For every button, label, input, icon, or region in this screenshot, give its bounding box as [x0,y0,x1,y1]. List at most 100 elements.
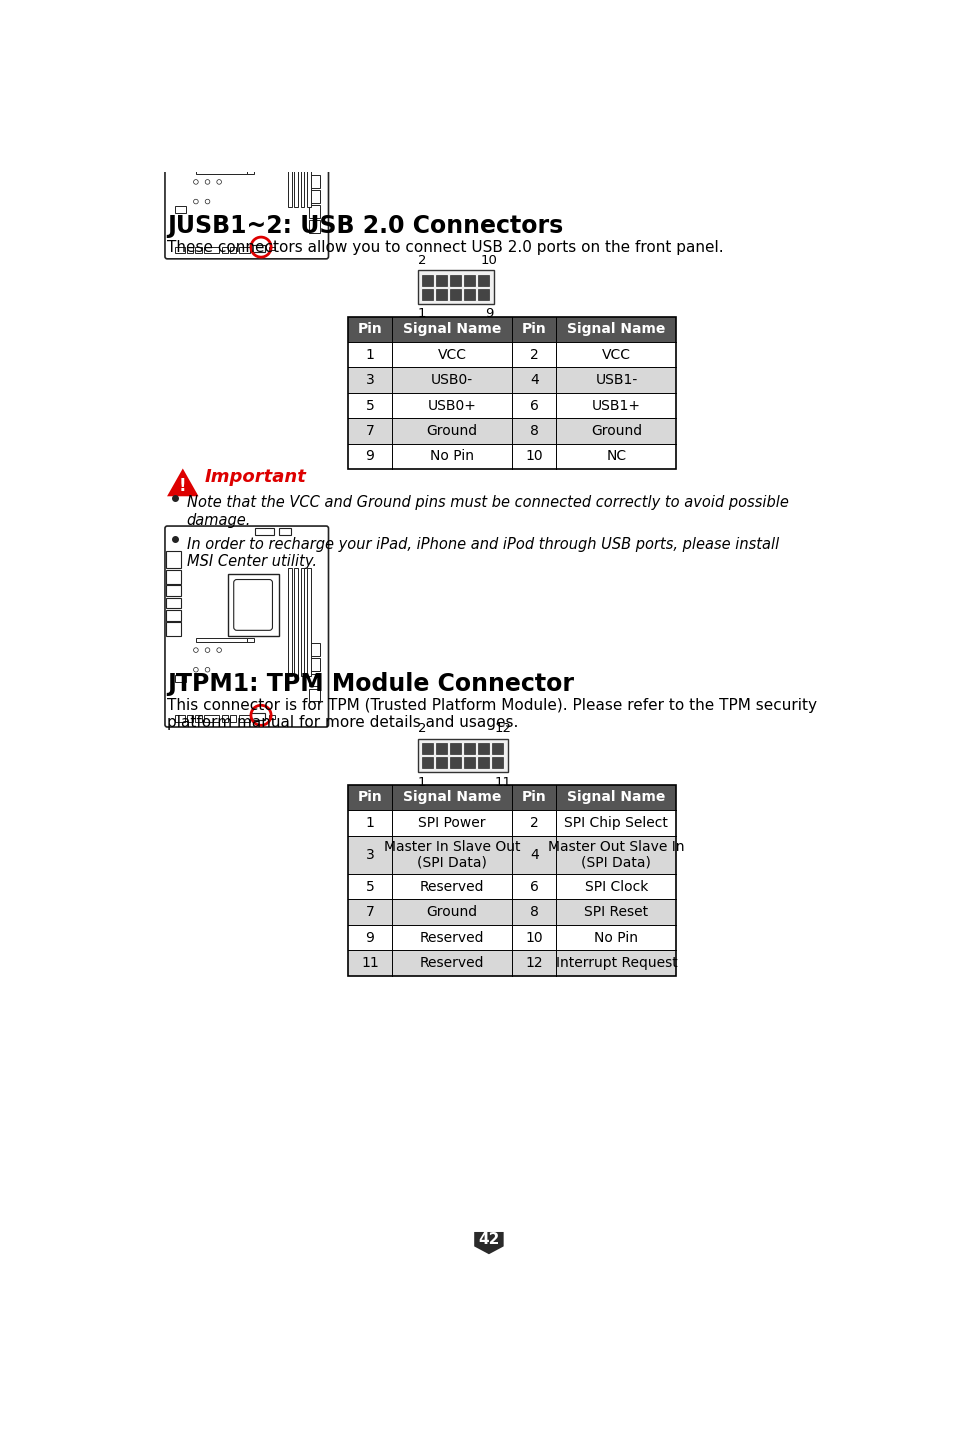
Bar [556,874,676,899]
Bar [187,246,193,253]
Text: No Pin: No Pin [430,450,474,464]
Text: Important: Important [204,468,306,487]
Bar [556,418,676,444]
Text: USB0+: USB0+ [427,398,476,412]
Bar [175,674,186,682]
Bar [278,60,291,66]
Bar [309,205,319,218]
Bar [556,785,676,811]
Text: Signal Name: Signal Name [567,322,665,337]
Bar [392,316,512,342]
Bar [166,570,181,584]
Bar [348,836,392,874]
Bar [464,743,475,755]
Text: SPI Power: SPI Power [418,816,485,831]
Bar [556,811,676,836]
Bar [512,418,556,444]
Text: !: ! [179,477,187,495]
Bar [512,368,556,392]
Text: Note that the VCC and Ground pins must be connected correctly to avoid possible
: Note that the VCC and Ground pins must b… [187,495,788,527]
Text: Master In Slave Out
(SPI Data): Master In Slave Out (SPI Data) [383,839,519,869]
Bar [250,713,265,720]
Text: 9: 9 [365,450,374,464]
Bar [512,836,556,874]
Bar [166,597,181,609]
Bar [556,368,676,392]
Text: 10: 10 [525,931,542,945]
Text: 2: 2 [529,816,538,831]
Bar [250,245,265,252]
Bar [195,637,247,642]
Bar [477,289,488,299]
Text: VCC: VCC [601,348,630,362]
Bar [221,715,228,722]
Bar [348,418,392,444]
Text: 12: 12 [494,723,511,736]
Bar [309,190,319,203]
Circle shape [193,199,198,203]
Bar [348,368,392,392]
Text: 2: 2 [417,723,426,736]
Text: Reserved: Reserved [419,879,484,894]
Bar [392,392,512,418]
Text: Reserved: Reserved [419,931,484,945]
FancyBboxPatch shape [165,57,328,259]
Bar [288,567,292,676]
Bar [348,951,392,975]
Bar [278,528,291,534]
Bar [436,758,447,768]
Bar [492,743,502,755]
Bar [392,899,512,925]
Bar [450,758,460,768]
Text: Pin: Pin [521,790,546,805]
Bar [512,316,556,342]
Text: SPI Reset: SPI Reset [584,905,648,919]
Bar [166,551,181,569]
Text: USB1-: USB1- [595,374,637,387]
Bar [422,758,433,768]
Bar [392,418,512,444]
Bar [166,623,181,636]
Circle shape [193,179,198,185]
Text: VCC: VCC [437,348,466,362]
Bar [348,785,392,811]
Bar [254,528,274,534]
Bar [477,275,488,286]
Circle shape [216,647,221,653]
Bar [392,785,512,811]
Text: 7: 7 [365,905,374,919]
Text: 1: 1 [365,348,374,362]
Bar [195,715,201,722]
Bar [512,899,556,925]
Bar [556,342,676,368]
Text: 4: 4 [529,374,538,387]
Bar [268,246,274,251]
Bar [175,206,186,213]
Text: JUSB1~2: USB 2.0 Connectors: JUSB1~2: USB 2.0 Connectors [167,215,563,238]
Circle shape [193,667,198,672]
Bar [166,586,181,596]
Text: Master Out Slave In
(SPI Data): Master Out Slave In (SPI Data) [548,839,684,869]
Bar [166,117,181,127]
Bar [300,99,304,208]
Bar [309,643,319,656]
Text: Pin: Pin [357,322,382,337]
Bar [436,743,447,755]
Bar [422,743,433,755]
Text: NC: NC [606,450,626,464]
Bar [556,392,676,418]
Bar [348,925,392,951]
Bar [512,874,556,899]
Bar [392,925,512,951]
Bar [288,99,292,208]
Bar [238,246,250,253]
Bar [464,275,475,286]
FancyBboxPatch shape [165,526,328,727]
Text: 9: 9 [365,931,374,945]
Bar [348,342,392,368]
Bar [307,99,311,208]
Bar [436,275,447,286]
Bar [187,715,193,722]
Bar [348,392,392,418]
Polygon shape [474,1232,503,1254]
